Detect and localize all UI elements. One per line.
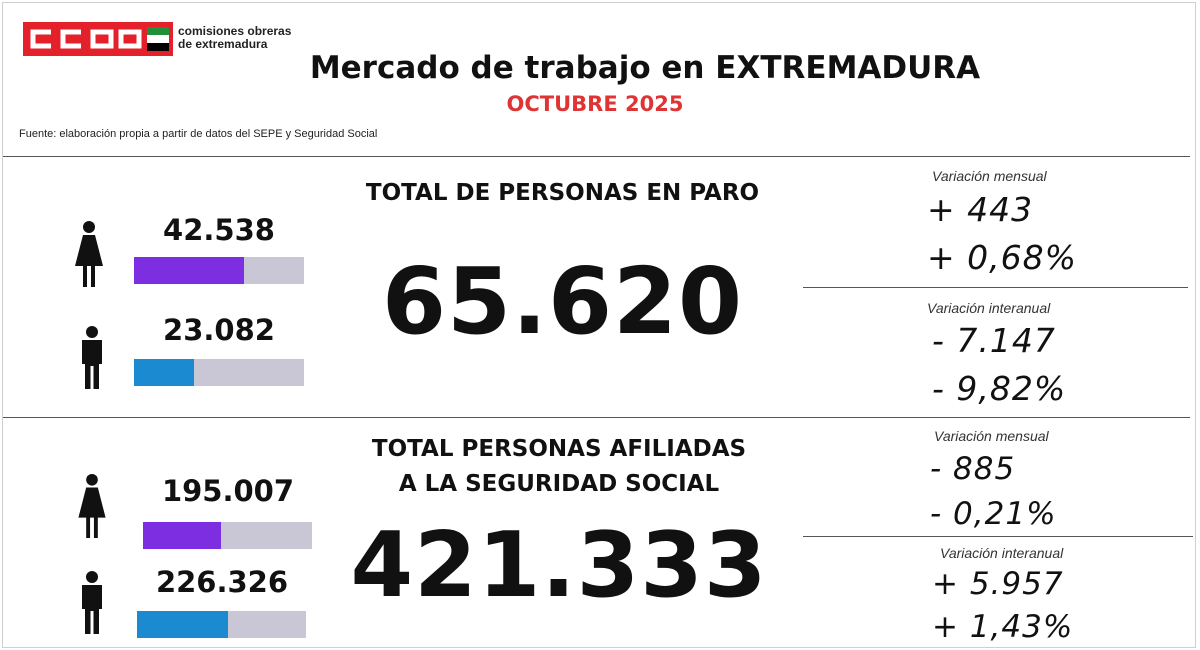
afiliados-title-line1: TOTAL PERSONAS AFILIADAS <box>371 436 747 462</box>
paro-monthly-abs: + 443 <box>927 190 1034 229</box>
paro-yearly-abs: - 7.147 <box>932 321 1056 360</box>
paro-yearly-label: Variación interanual <box>927 300 1051 316</box>
afiliados-yearly-pct: + 1,43% <box>932 609 1074 645</box>
afiliados-men-bar-fill <box>137 611 228 638</box>
org-name-line1: comisiones obreras <box>178 24 292 38</box>
source-note: Fuente: elaboración propia a partir de d… <box>19 128 378 140</box>
paro-monthly-label: Variación mensual <box>932 168 1047 184</box>
afiliados-title: TOTAL PERSONAS AFILIADAS A LA SEGURIDAD … <box>330 432 788 502</box>
paro-men-bar-fill <box>134 359 194 386</box>
afiliados-women-bar-fill <box>143 522 222 549</box>
afiliados-monthly-pct: - 0,21% <box>930 496 1057 532</box>
afiliados-women-bar <box>143 522 312 549</box>
afiliados-monthly-abs: - 885 <box>930 451 1016 487</box>
header-divider <box>3 156 1190 157</box>
page-title: Mercado de trabajo en EXTREMADURA <box>309 50 981 86</box>
paro-title: TOTAL DE PERSONAS EN PARO <box>365 180 760 206</box>
org-name-line2: de extremadura <box>178 37 268 51</box>
man-icon <box>80 326 104 390</box>
paro-men-bar <box>134 359 304 386</box>
afiliados-men-value: 226.326 <box>155 565 289 599</box>
ccoo-logo <box>23 22 173 56</box>
afiliados-men-bar <box>137 611 306 638</box>
paro-variation-divider <box>803 287 1188 288</box>
paro-monthly-pct: + 0,68% <box>927 238 1077 277</box>
section-divider <box>3 417 1190 418</box>
paro-women-bar-fill <box>134 257 245 284</box>
paro-yearly-pct: - 9,82% <box>932 369 1067 408</box>
woman-icon <box>73 220 105 288</box>
afiliados-variation-divider <box>803 536 1193 537</box>
afiliados-monthly-label: Variación mensual <box>934 428 1049 444</box>
man-icon <box>80 571 104 635</box>
afiliados-yearly-label: Variación interanual <box>940 545 1064 561</box>
paro-men-value: 23.082 <box>163 313 275 347</box>
afiliados-title-line2: A LA SEGURIDAD SOCIAL <box>398 471 720 497</box>
woman-icon <box>76 473 108 539</box>
paro-total: 65.620 <box>381 248 744 355</box>
paro-women-value: 42.538 <box>163 213 275 247</box>
afiliados-yearly-abs: + 5.957 <box>932 566 1064 602</box>
page-subtitle: OCTUBRE 2025 <box>506 92 684 116</box>
afiliados-total: 421.333 <box>350 513 768 618</box>
organization-name: comisiones obreras de extremadura <box>178 25 291 51</box>
paro-women-bar <box>134 257 304 284</box>
afiliados-women-value: 195.007 <box>161 474 295 508</box>
